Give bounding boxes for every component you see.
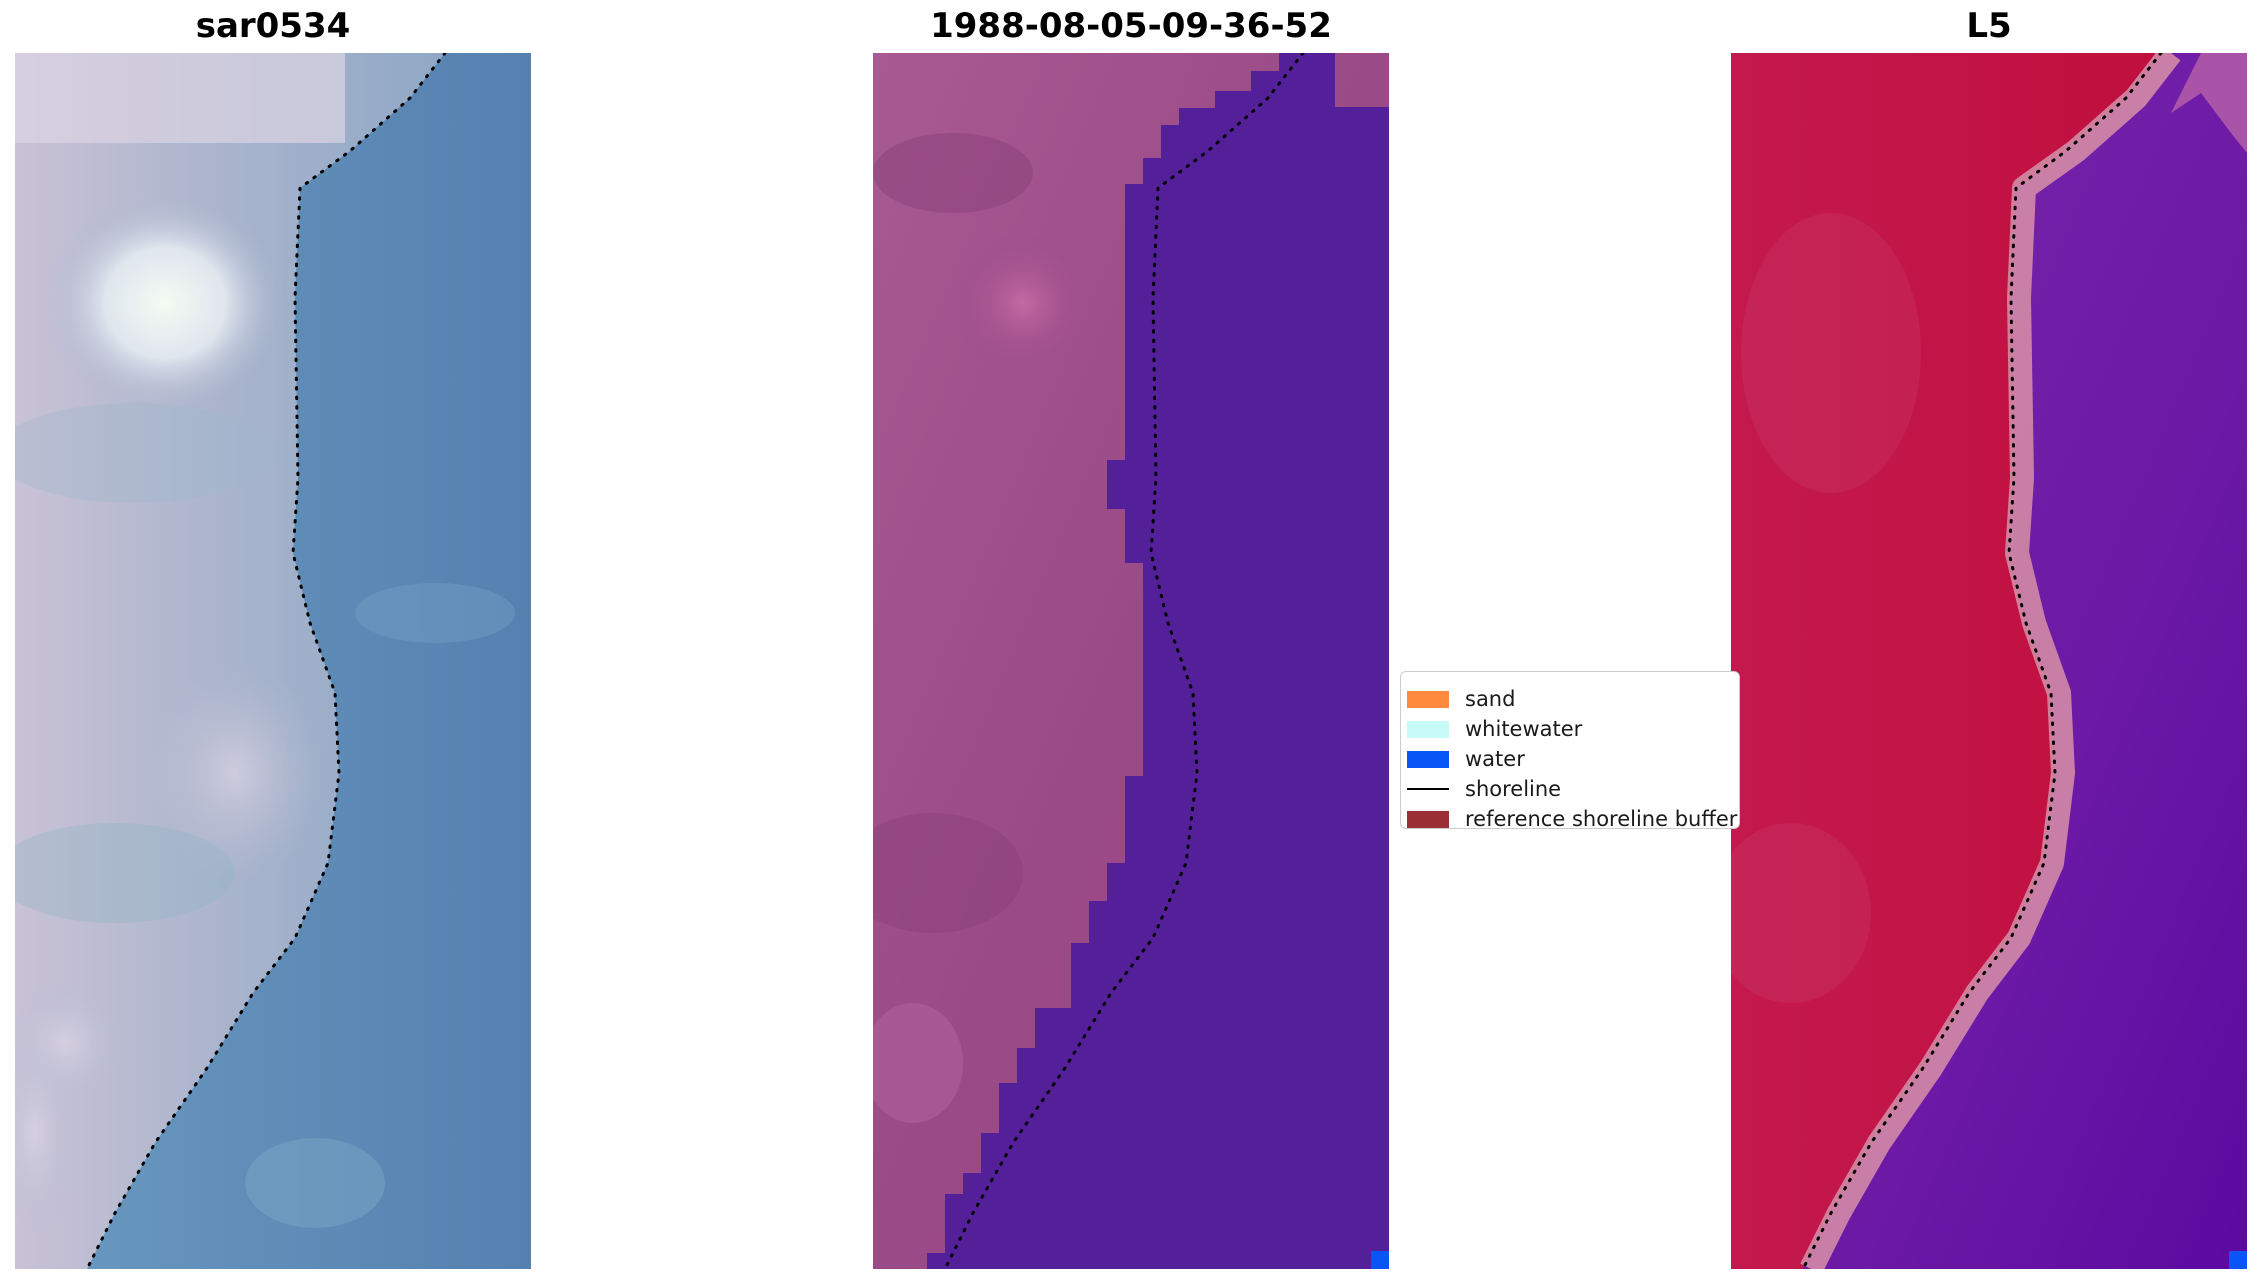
panel-title-classification: 1988-08-05-09-36-52: [930, 6, 1332, 46]
legend-swatch-sand: [1407, 690, 1449, 708]
panel-title-rgb: sar0534: [195, 6, 351, 46]
rgb-image: [15, 53, 531, 1269]
water-pixel: [1371, 1251, 1389, 1269]
rgb-image-panel: [15, 53, 531, 1269]
shoreline: [943, 53, 1305, 1269]
shoreline-buffer-edge: [1800, 53, 2181, 1269]
legend-label: shoreline: [1465, 777, 1562, 801]
classification-image: [873, 53, 1389, 1269]
water-mask: [927, 53, 1389, 1269]
classification-panel: [873, 53, 1389, 1269]
water-pixel: [2229, 1251, 2247, 1269]
legend-item-reference-buffer: reference shoreline buffer: [1407, 804, 1738, 829]
legend-label: reference shoreline buffer: [1465, 807, 1738, 829]
legend-line-shoreline: [1407, 788, 1449, 790]
legend-swatch-reference-buffer: [1407, 810, 1449, 828]
legend-label: whitewater: [1465, 717, 1583, 741]
legend-item-shoreline: shoreline: [1407, 774, 1561, 804]
legend-swatch-water: [1407, 750, 1449, 768]
legend-item-water: water: [1407, 744, 1525, 774]
legend: sand whitewater water shoreline referenc…: [1400, 671, 1740, 829]
shoreline: [1801, 53, 2163, 1269]
panel-title-index: L5: [1966, 6, 2012, 46]
legend-label: sand: [1465, 687, 1516, 711]
index-image: [1731, 53, 2247, 1269]
legend-item-sand: sand: [1407, 684, 1515, 714]
legend-label: water: [1465, 747, 1525, 771]
legend-swatch-whitewater: [1407, 720, 1449, 738]
legend-item-whitewater: whitewater: [1407, 714, 1582, 744]
index-panel: [1731, 53, 2247, 1269]
shoreline: [85, 53, 447, 1269]
